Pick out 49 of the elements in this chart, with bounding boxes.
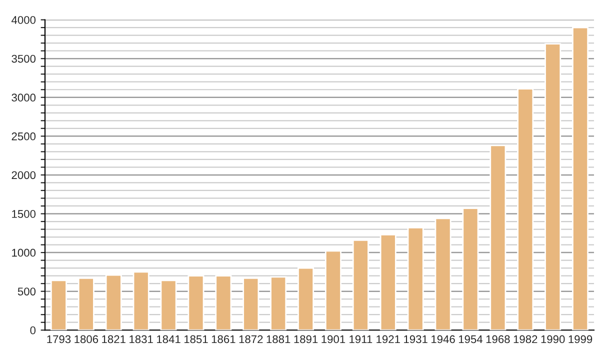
- x-tick-label: 1851: [184, 335, 208, 344]
- x-tick-label: 1872: [239, 335, 263, 344]
- y-tick-label: 3000: [12, 94, 36, 102]
- y-tick-label: 500: [18, 288, 36, 296]
- y-tick-label: 0: [30, 326, 36, 334]
- x-tick-label: 1999: [568, 335, 592, 344]
- bar: [105, 274, 122, 330]
- y-tick-label: 1500: [12, 210, 36, 218]
- x-tick-label: 1982: [514, 335, 538, 344]
- y-tick-label: 1000: [12, 248, 36, 257]
- bar: [544, 43, 562, 330]
- x-tick-label: 1861: [212, 335, 236, 344]
- bar: [242, 277, 260, 330]
- bar: [490, 144, 506, 330]
- x-tick-label: 1990: [541, 335, 565, 344]
- bar: [517, 88, 534, 330]
- bar: [572, 26, 589, 330]
- bar: [270, 276, 287, 330]
- x-tick-label: 1831: [130, 335, 153, 344]
- x-tick-label: 1806: [74, 335, 98, 344]
- x-tick-label: 1931: [404, 335, 428, 344]
- x-tick-label: 1841: [157, 335, 180, 344]
- x-tick-label: 1946: [432, 335, 455, 344]
- x-tick-label: 1968: [486, 335, 510, 344]
- bar: [462, 208, 479, 330]
- bar: [132, 271, 150, 330]
- bar: [434, 218, 452, 330]
- x-tick-label: 1901: [322, 335, 346, 344]
- bar: [380, 234, 396, 330]
- bar: [78, 277, 94, 330]
- bar: [352, 239, 369, 330]
- y-tick-label: 2500: [12, 132, 36, 140]
- bar: [215, 275, 232, 330]
- y-tick-label: 2000: [12, 171, 36, 180]
- x-tick-label: 1921: [376, 335, 400, 344]
- x-tick-label: 1793: [47, 335, 71, 344]
- x-tick-label: 1881: [266, 335, 290, 344]
- x-tick-label: 1911: [350, 335, 372, 344]
- bar: [50, 280, 67, 330]
- bar: [324, 250, 342, 330]
- bar: [298, 267, 314, 330]
- y-tick-label: 4000: [12, 16, 36, 24]
- x-tick-label: 1954: [458, 335, 483, 344]
- x-tick-label: 1821: [102, 335, 126, 344]
- y-tick-label: 3500: [12, 54, 36, 63]
- x-tick-label: 1891: [294, 335, 318, 344]
- bar: [188, 275, 204, 330]
- bar: [407, 227, 424, 330]
- bar: [160, 280, 177, 330]
